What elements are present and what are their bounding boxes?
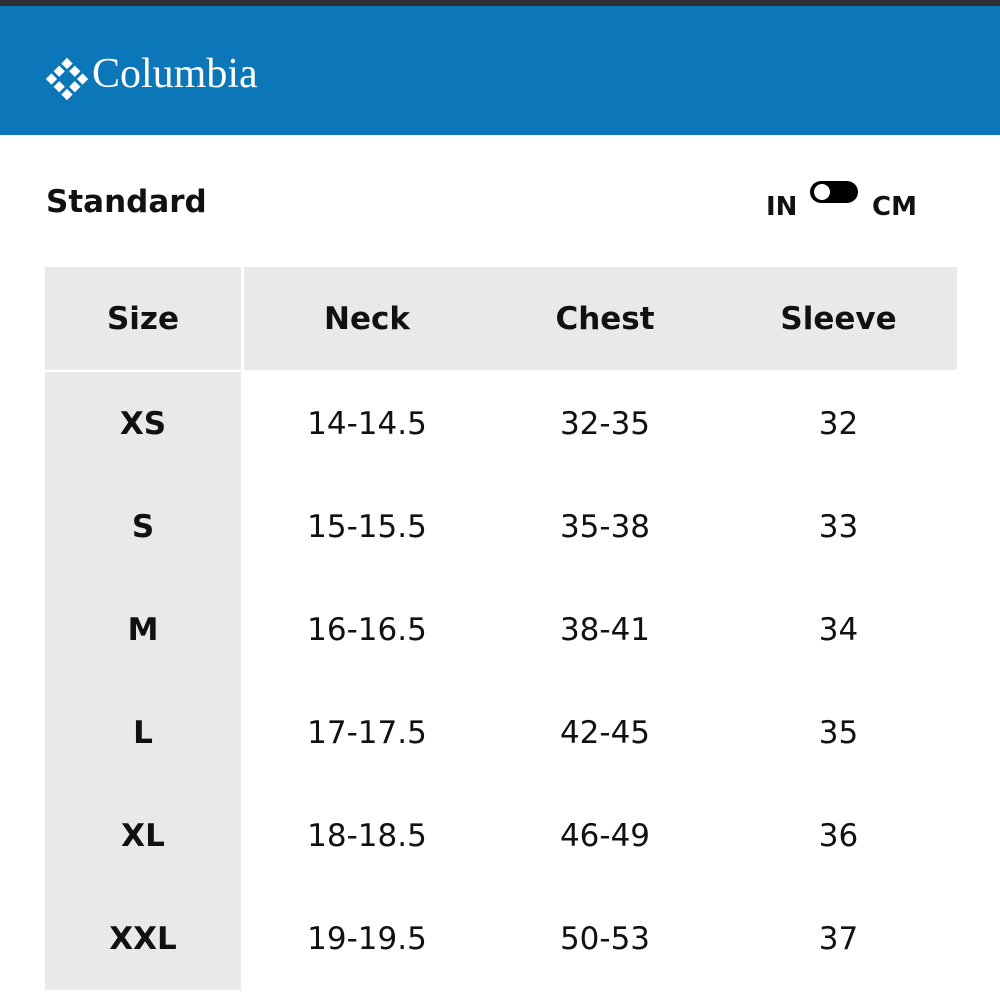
measure-cell: 17-17.5 [307,714,427,751]
column-header: Size [106,300,180,337]
column-header: Chest [555,300,655,337]
measure-cell: 32 [818,405,859,442]
unit-toggle[interactable] [810,181,858,203]
row-divider [45,370,241,372]
measure-cell: 16-16.5 [307,611,427,648]
measure-cell: 18-18.5 [307,817,427,854]
size-cell: XS [119,405,167,442]
measure-cell: 35-38 [559,508,651,545]
size-cell: M [127,611,159,648]
header-row-bg [244,267,957,370]
measure-cell: 19-19.5 [307,920,427,957]
unit-label[interactable]: IN [766,192,798,222]
unit-label[interactable]: CM [872,192,917,222]
toggle-knob [814,184,830,200]
header: Columbia [0,6,1000,135]
measure-cell: 42-45 [559,714,651,751]
measure-cell: 37 [818,920,859,957]
size-cell: S [131,508,155,545]
status-bar [0,0,1000,6]
size-cell: XL [121,817,165,854]
size-cell: XXL [109,920,177,957]
measure-cell: 35 [818,714,859,751]
measure-cell: 36 [818,817,859,854]
measure-cell: 50-53 [559,920,651,957]
column-header: Sleeve [780,300,897,337]
measure-cell: 14-14.5 [307,405,427,442]
section-title: Standard [46,184,207,220]
measure-cell: 34 [818,611,859,648]
measure-cell: 32-35 [559,405,651,442]
size-cell: L [133,714,153,751]
measure-cell: 15-15.5 [307,508,427,545]
measure-cell: 46-49 [559,817,651,854]
column-header: Neck [324,300,410,337]
size-column-bg [45,267,241,990]
measure-cell: 38-41 [559,611,651,648]
logo-icon [45,57,89,101]
measure-cell: 33 [818,508,859,545]
brand-logo[interactable]: Columbia [92,51,258,97]
